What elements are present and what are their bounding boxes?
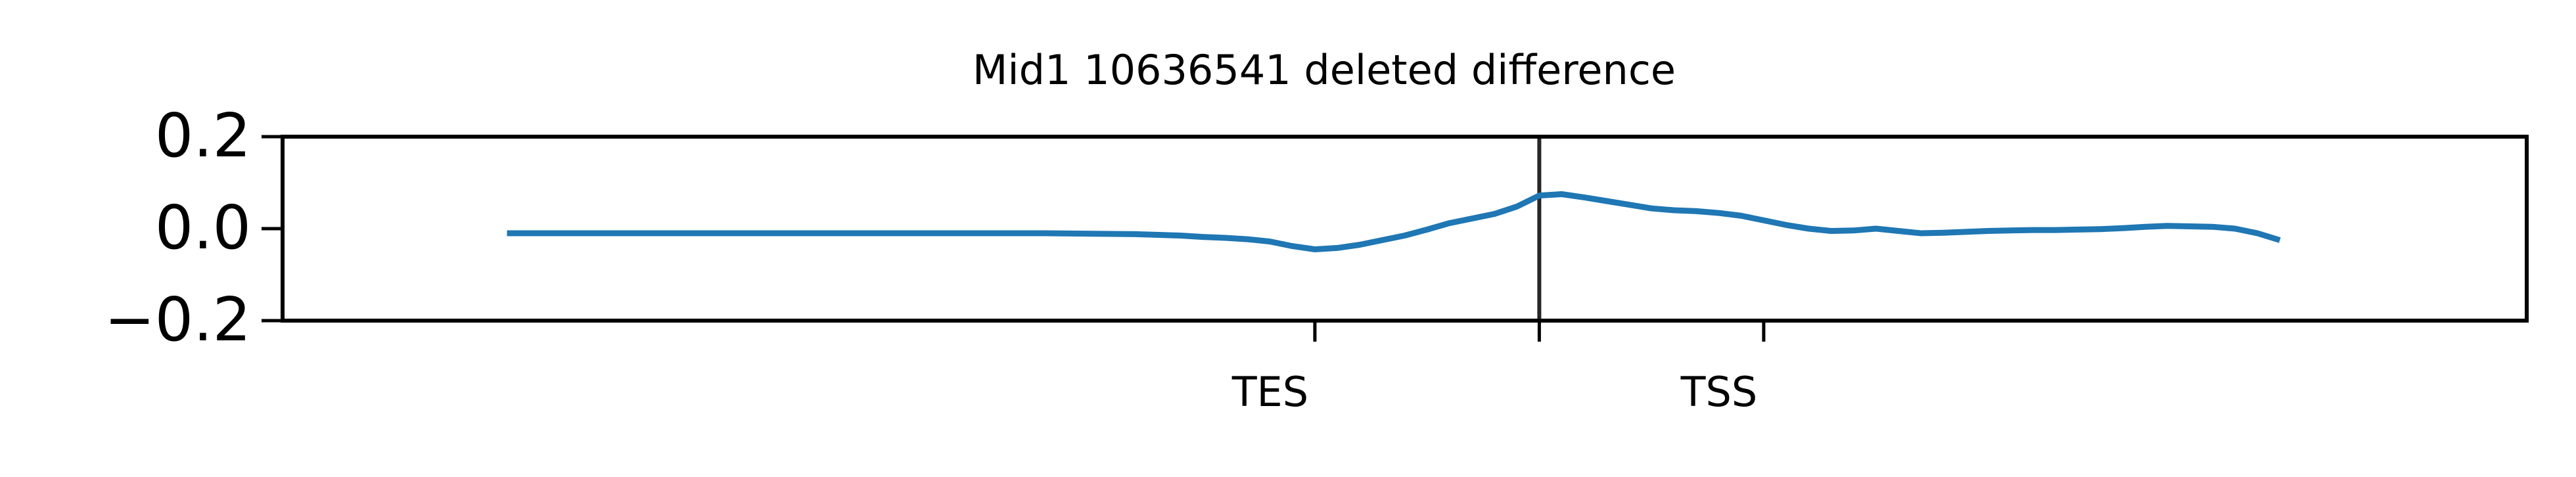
x-tick-label: TSS	[1680, 368, 1758, 416]
plot-frame	[281, 135, 2529, 323]
chart-title: Mid1 10636541 deleted difference	[973, 46, 1676, 94]
y-tick-label: 0.0	[155, 193, 251, 263]
x-tick-label	[1488, 368, 1502, 416]
y-tick-label: 0.2	[155, 101, 251, 171]
x-tick-label: TES	[1231, 368, 1308, 416]
series-line	[507, 191, 2281, 252]
y-tick-label: −0.2	[104, 284, 251, 355]
